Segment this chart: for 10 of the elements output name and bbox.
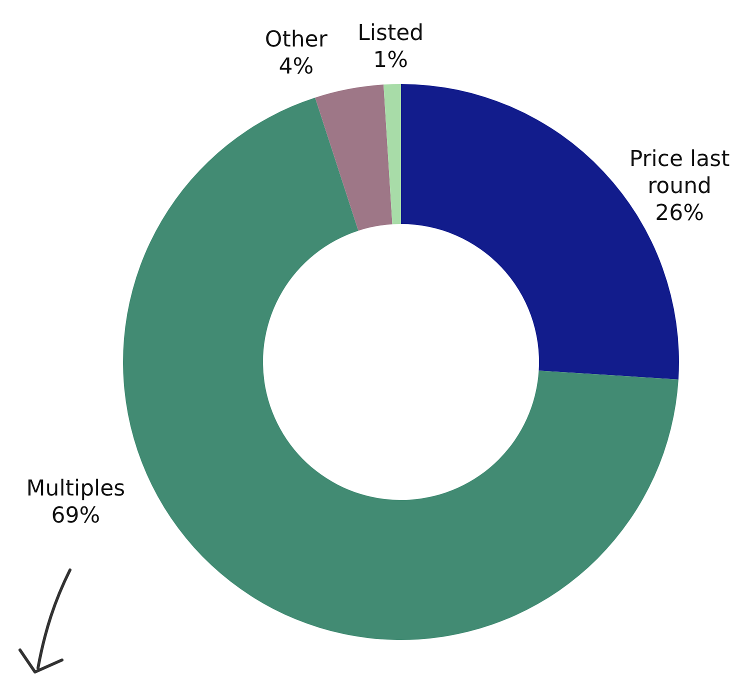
data-label: 26% [655,200,704,226]
slice-label: Price last round [629,146,730,199]
slice-label: Other [264,28,328,53]
donut-slice [315,84,392,231]
donut-slice [384,84,401,224]
data-label: 4% [278,54,314,80]
slice-label: Multiples [26,476,126,502]
data-label: 69% [51,503,100,528]
slice-label: Listed [358,20,424,46]
data-label: 1% [373,48,408,73]
